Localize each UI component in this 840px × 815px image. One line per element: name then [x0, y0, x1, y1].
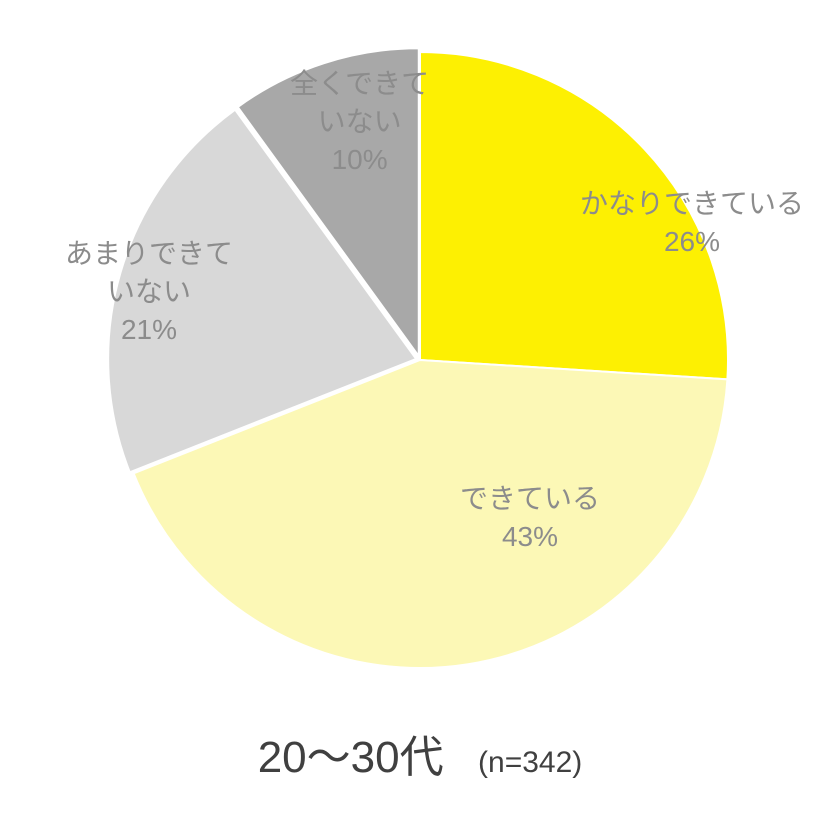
caption-main: 20～30代 — [258, 721, 444, 785]
pie-chart: かなりできている26% できている43% あまりできていない21% 全くできていない1… — [0, 20, 840, 700]
slice-label: あまりできていない21% — [65, 235, 233, 348]
caption-sub: (n=342) — [478, 746, 582, 780]
slice-label: 全くできていない10% — [290, 65, 429, 178]
slice-label: かなりできている26% — [580, 185, 804, 261]
chart-caption: 20～30代 (n=342) — [0, 721, 840, 785]
slice-label: できている43% — [460, 480, 600, 556]
